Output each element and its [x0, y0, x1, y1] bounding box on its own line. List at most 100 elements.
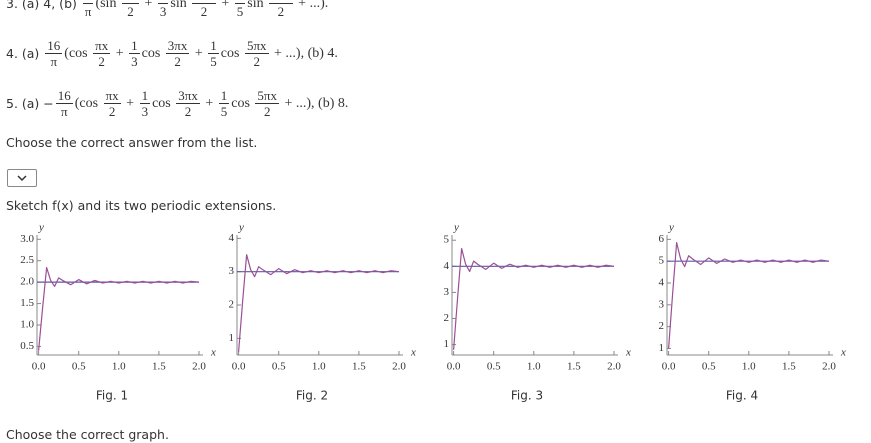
prompt: Sketch f(x) and its two periodic extensi… — [6, 198, 277, 213]
denominator: 3 — [131, 54, 138, 69]
math-text: + — [201, 95, 217, 111]
answer-dropdown[interactable] — [7, 169, 37, 187]
numerator: πx — [93, 38, 111, 54]
denominator: 2 — [108, 104, 116, 119]
y-tick-label: 1.5 — [20, 297, 34, 309]
numerator: 5πx — [269, 0, 293, 4]
denominator: 2 — [200, 4, 208, 19]
denominator: 2 — [277, 4, 285, 19]
math-text: + — [141, 0, 156, 11]
x-tick-label: 1.0 — [112, 361, 126, 373]
denominator: 3 — [159, 4, 167, 19]
numerator: πx — [121, 0, 140, 4]
figure-caption: Fig. 3 — [511, 389, 543, 403]
denominator: 2 — [127, 4, 134, 19]
prompt: Choose the correct graph. — [6, 427, 169, 442]
y-axis-label: y — [38, 225, 44, 234]
x-tick-label: 2.0 — [822, 361, 836, 373]
numerator: 3πx — [176, 88, 200, 104]
numerator: 1 — [129, 38, 140, 54]
y-tick-label: 5 — [659, 255, 665, 267]
fraction: 16 π — [45, 38, 63, 69]
math-text: + — [191, 45, 207, 61]
y-tick-label: 2 — [229, 299, 235, 311]
y-tick-label: 2 — [659, 320, 665, 332]
y-tick-label: 4 — [229, 232, 235, 244]
numerator: 1 — [208, 38, 219, 54]
x-tick-label: 0.0 — [447, 361, 461, 373]
denominator: π — [50, 54, 58, 69]
x-tick-label: 0.5 — [702, 361, 716, 373]
numerator: 3πx — [165, 38, 190, 54]
y-tick-label: 3 — [659, 298, 665, 310]
x-tick-label: 2.0 — [392, 361, 406, 373]
numerator: 16 — [55, 88, 73, 104]
y-tick-label: 1.0 — [20, 319, 34, 331]
x-tick-label: 2.0 — [192, 361, 206, 373]
y-tick-label: 4 — [444, 260, 450, 272]
math-text: sin — [247, 0, 268, 11]
figures: x y 0.0 0.5 1.0 1.5 2.0 0.5 1.0 1.5 2.0 2.5 3.0 Fig. … — [20, 225, 846, 403]
x-axis-label: x — [410, 347, 416, 359]
x-tick-label: 0.0 — [32, 361, 46, 373]
math-text: cos — [152, 95, 175, 111]
math-text: (cos — [74, 95, 102, 111]
figure-caption: Fig. 2 — [296, 389, 328, 403]
x-tick-label: 0.0 — [662, 361, 676, 373]
figure-caption: Fig. 1 — [96, 389, 128, 403]
x-tick-label: 1.0 — [527, 361, 541, 373]
y-tick-label: 3 — [444, 286, 450, 298]
y-tick-label: 1 — [444, 338, 450, 350]
x-tick-label: 0.5 — [72, 361, 86, 373]
y-tick-label: 4 — [659, 277, 665, 289]
fourier-curve — [453, 247, 615, 350]
y-tick-label: 1 — [229, 332, 235, 344]
math-text: cos — [220, 45, 243, 61]
y-tick-label: 6 — [659, 233, 665, 245]
answer-option: 4. (a) 16 π (cos πx 2 + 1 3 cos 3πx 2 + 1 5 cos … — [6, 38, 338, 69]
math-text: + ...). — [294, 0, 329, 11]
math-text: + — [217, 0, 233, 11]
x-tick-label: 1.5 — [152, 361, 166, 373]
math-text: 5. (a) − — [6, 96, 54, 111]
y-axis-label: y — [453, 225, 459, 234]
y-tick-label: 2.5 — [20, 254, 34, 266]
y-tick-label: 1 — [659, 342, 665, 354]
denominator: 5 — [220, 104, 228, 119]
math-text: + ...), (b) 8. — [280, 95, 349, 111]
dropdown-arrow — [17, 175, 27, 182]
x-axis-label: x — [840, 347, 846, 359]
denominator: 2 — [174, 54, 181, 69]
math-text: + — [112, 45, 128, 61]
denominator: 2 — [263, 104, 271, 119]
math-text: + ...), (b) 4. — [270, 45, 338, 61]
y-tick-label: 5 — [444, 234, 450, 246]
x-axis-label: x — [625, 347, 631, 359]
x-tick-label: 1.5 — [567, 361, 581, 373]
fraction: 15 — [234, 0, 246, 19]
denominator: 2 — [98, 54, 105, 69]
math-text: (sin — [95, 0, 120, 11]
fourier-curve — [238, 254, 400, 352]
numerator: 1 — [139, 88, 151, 104]
fraction: 16 π — [55, 88, 73, 119]
fourier-curve — [38, 266, 200, 351]
math-text: 4. (a) — [6, 46, 44, 61]
fraction: 2π — [82, 0, 94, 19]
numerator: 16 — [45, 38, 63, 54]
y-axis-label: y — [238, 225, 244, 234]
math-text: sin — [170, 0, 191, 11]
x-tick-label: 0.5 — [272, 361, 286, 373]
prompt: Choose the correct answer from the list. — [6, 135, 258, 150]
